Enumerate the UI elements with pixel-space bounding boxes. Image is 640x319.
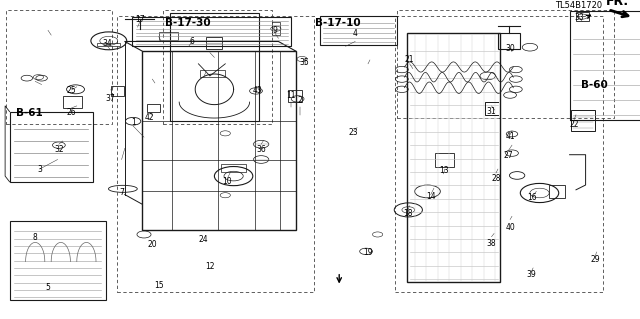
Text: 4: 4 (353, 29, 358, 38)
Text: FR.: FR. (606, 0, 629, 8)
Bar (288, 90, 302, 102)
Bar (320, 16, 397, 45)
Text: 21: 21 (405, 55, 414, 63)
Text: 31: 31 (486, 107, 497, 116)
Text: 37: 37 (106, 94, 116, 103)
Text: 6: 6 (189, 37, 195, 46)
Text: 42: 42 (144, 113, 154, 122)
Text: 20: 20 (147, 241, 157, 249)
Bar (435, 153, 454, 167)
Text: 41: 41 (505, 132, 515, 141)
Text: 18: 18 (403, 209, 412, 218)
Text: 9: 9 (273, 26, 278, 35)
Bar (6, 10, 112, 124)
Text: 28: 28 (492, 174, 500, 182)
Text: B-17-10: B-17-10 (315, 18, 360, 28)
Text: 30: 30 (505, 44, 515, 53)
Text: 10: 10 (222, 177, 232, 186)
Text: 14: 14 (426, 192, 436, 201)
Text: 1: 1 (131, 118, 136, 127)
Text: TL54B1720: TL54B1720 (556, 1, 603, 10)
Text: 29: 29 (590, 256, 600, 264)
Bar (272, 22, 280, 35)
Bar (206, 37, 222, 49)
Bar (163, 10, 272, 124)
Text: 25: 25 (67, 86, 77, 95)
Text: 38: 38 (486, 239, 497, 248)
Text: 35: 35 (299, 58, 309, 67)
Text: 34: 34 (102, 39, 113, 48)
Bar (221, 164, 246, 172)
Bar (63, 96, 82, 108)
Text: 8: 8 (33, 233, 38, 242)
Bar (132, 17, 291, 46)
Text: B-17-30: B-17-30 (165, 18, 211, 28)
Bar (570, 11, 640, 120)
Text: 12: 12 (205, 262, 214, 271)
Bar (10, 112, 93, 182)
Bar (498, 33, 520, 49)
Text: 11: 11 (287, 91, 296, 100)
Bar (407, 33, 500, 282)
Bar (395, 16, 603, 292)
Bar (97, 43, 120, 46)
Text: 33: 33 (574, 13, 584, 22)
Text: 5: 5 (45, 283, 51, 292)
Text: 40: 40 (505, 223, 515, 232)
Bar (111, 86, 124, 96)
Bar (200, 70, 225, 77)
Text: 24: 24 (198, 235, 209, 244)
Bar (576, 12, 589, 21)
Bar (159, 32, 178, 40)
Text: 32: 32 (54, 145, 64, 154)
Bar (142, 51, 296, 230)
Text: B-61: B-61 (16, 108, 43, 118)
Text: 16: 16 (527, 193, 538, 202)
Text: 36: 36 (256, 145, 266, 154)
Text: 43: 43 (253, 86, 263, 95)
Bar (549, 185, 565, 198)
Text: 2: 2 (297, 96, 302, 105)
Text: 3: 3 (37, 165, 42, 174)
Text: 26: 26 (67, 108, 77, 117)
Text: 19: 19 (363, 248, 373, 256)
Text: 17: 17 (134, 15, 145, 24)
Text: 13: 13 (438, 166, 449, 175)
Bar (170, 13, 259, 121)
Text: 39: 39 (526, 271, 536, 279)
Bar (571, 110, 595, 131)
Text: B-60: B-60 (581, 79, 608, 90)
Text: 22: 22 (570, 120, 579, 129)
Bar (117, 16, 314, 292)
Text: 23: 23 (348, 128, 358, 137)
Bar (10, 221, 106, 300)
Text: 27: 27 (504, 151, 514, 160)
Bar (147, 104, 160, 112)
Text: 15: 15 (154, 281, 164, 290)
Bar (397, 10, 614, 118)
Text: 7: 7 (119, 189, 124, 197)
